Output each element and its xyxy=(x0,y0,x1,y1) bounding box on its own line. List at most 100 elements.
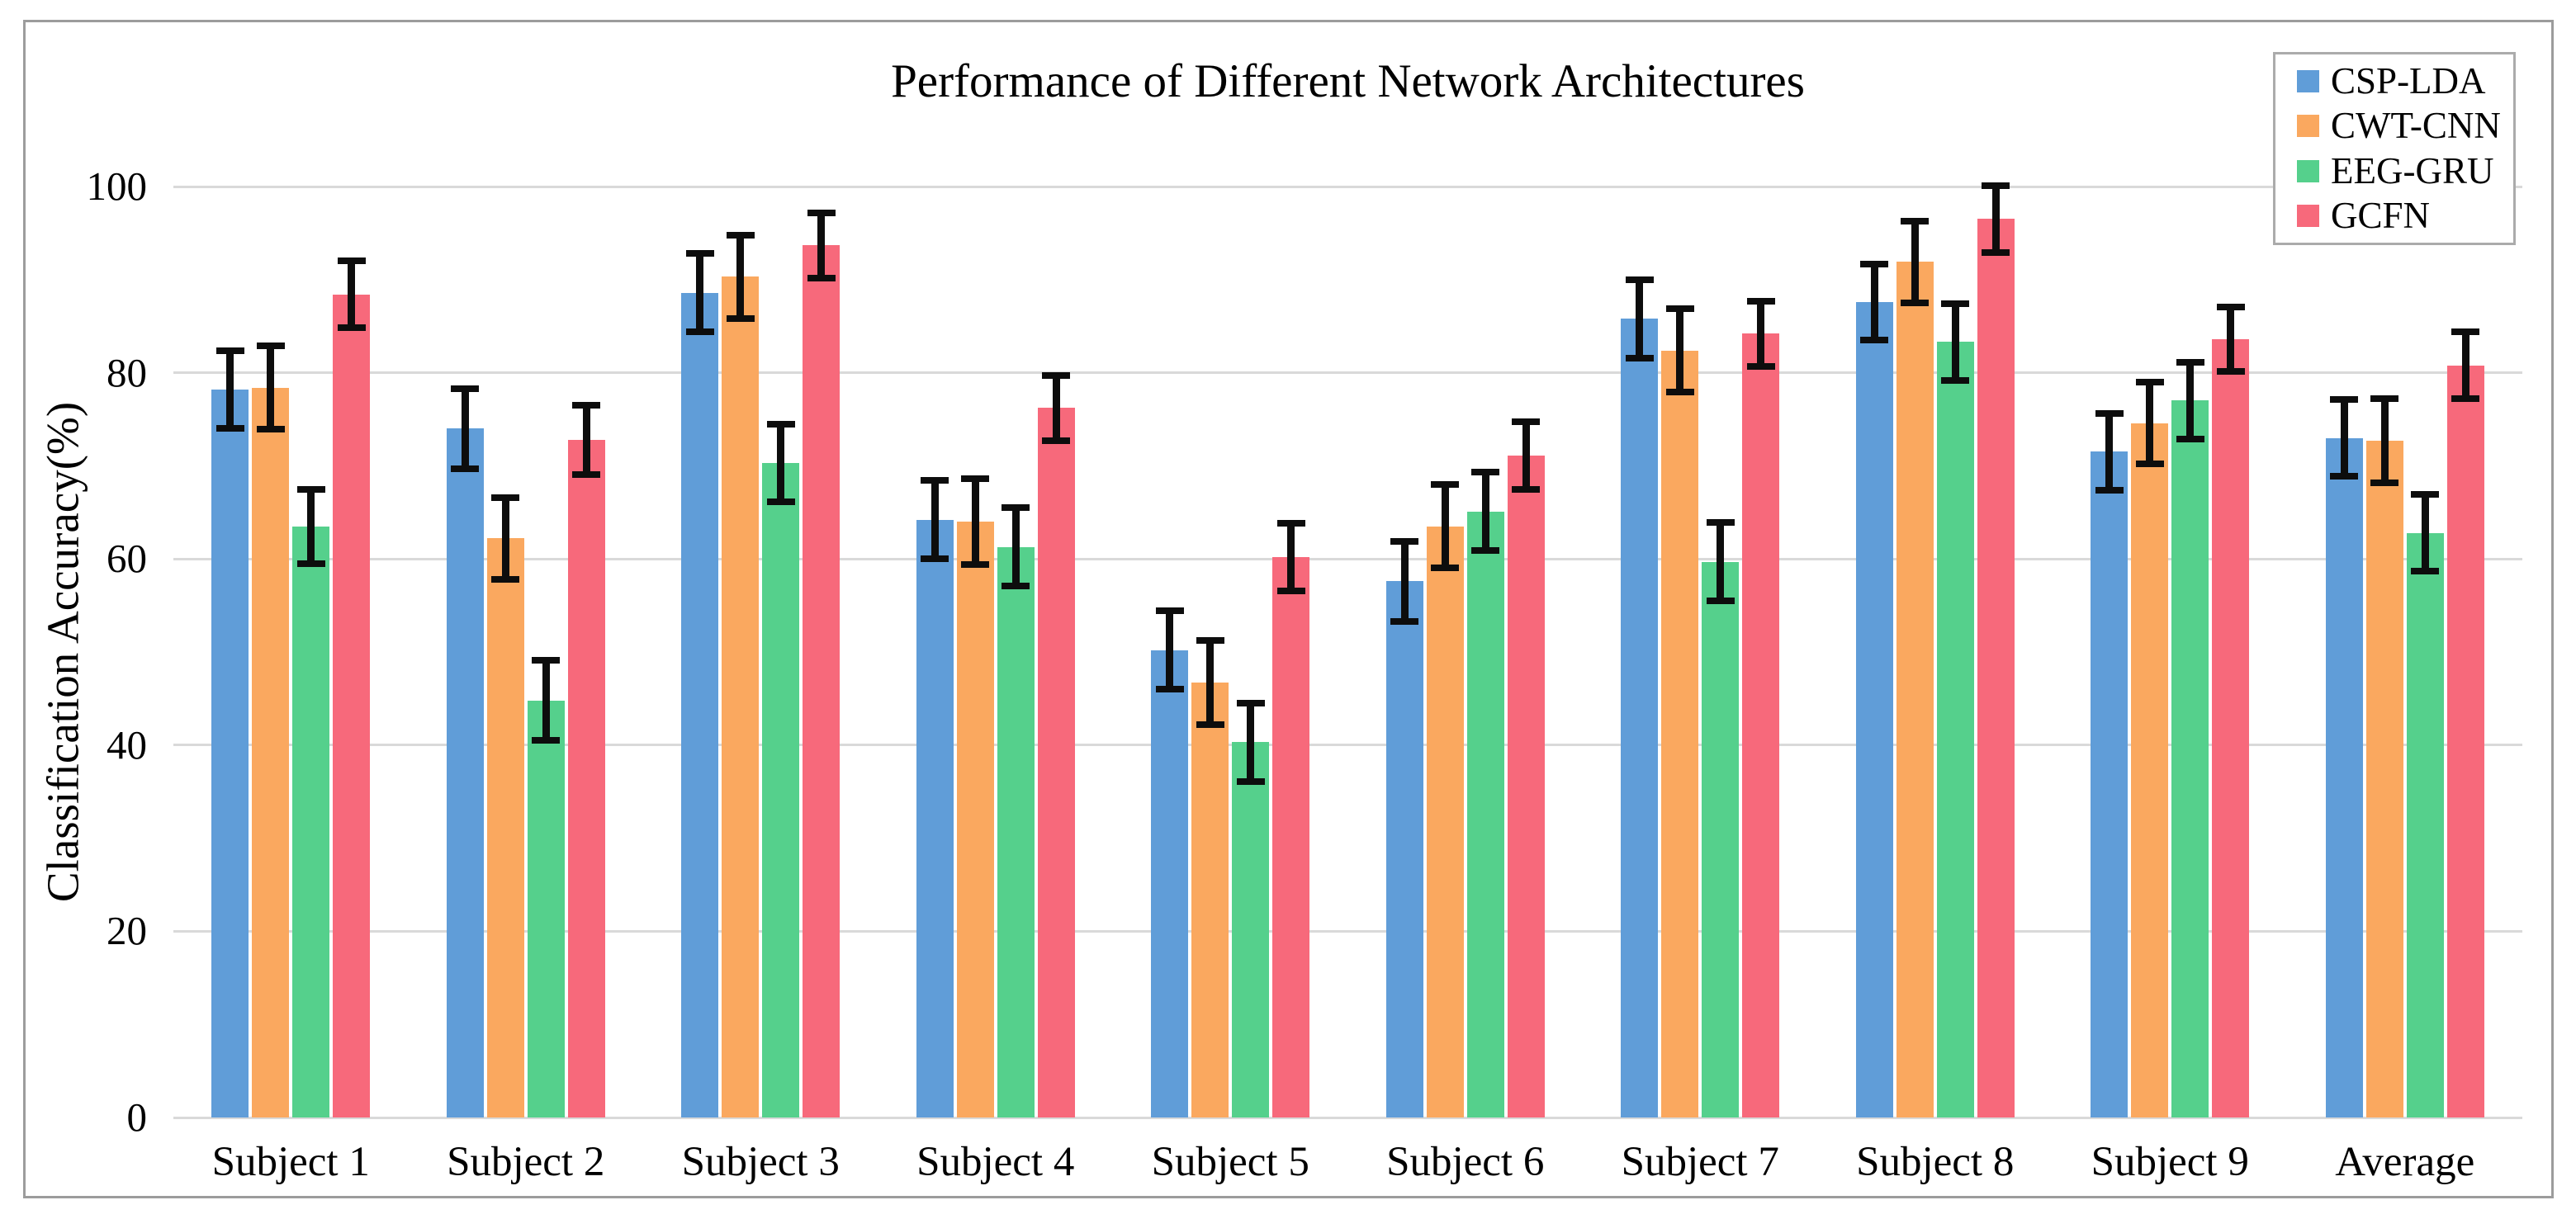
error-bar-cap xyxy=(1236,777,1265,785)
error-bar-cap xyxy=(1746,362,1775,370)
bar-gcfn-5 xyxy=(1272,556,1310,1117)
bar-cwt-cnn-8 xyxy=(1896,262,1934,1117)
error-bar-line xyxy=(501,497,509,579)
x-tick-label: Subject 7 xyxy=(1621,1139,1779,1185)
error-bar-cap xyxy=(2135,378,2164,385)
error-bar-line xyxy=(1400,541,1409,621)
error-bar-cap xyxy=(2176,359,2204,366)
bar-gcfn-3 xyxy=(803,245,841,1117)
error-bar-cap xyxy=(337,258,366,265)
error-bar-line xyxy=(1166,611,1174,690)
gridline xyxy=(173,744,2522,747)
gridline xyxy=(173,1116,2522,1119)
error-bar-line xyxy=(348,261,356,328)
bar-csp-lda-8 xyxy=(1855,301,1893,1117)
error-bar-cap xyxy=(1982,249,2010,257)
error-bar-cap xyxy=(807,274,836,281)
legend-swatch-icon xyxy=(2297,159,2319,182)
error-bar-line xyxy=(307,489,315,564)
legend-item: EEG-GRU xyxy=(2297,152,2513,190)
error-bar-line xyxy=(542,660,550,741)
bar-gcfn-2 xyxy=(567,439,605,1117)
y-axis-title: Classification Accuracy(%) xyxy=(37,401,88,903)
error-bar-cap xyxy=(1042,371,1071,379)
plot-area xyxy=(173,182,2522,1119)
error-bar-cap xyxy=(1276,587,1305,594)
error-bar-cap xyxy=(2411,491,2440,498)
chart-title: Performance of Different Network Archite… xyxy=(891,55,1805,107)
error-bar-line xyxy=(267,345,275,430)
error-bar-line xyxy=(971,479,979,565)
error-bar-cap xyxy=(1431,565,1460,572)
error-bar-line xyxy=(1676,308,1684,393)
error-bar-cap xyxy=(1431,480,1460,488)
error-bar-cap xyxy=(961,475,990,483)
x-tick-label: Subject 1 xyxy=(211,1139,370,1185)
error-bar-cap xyxy=(1471,469,1500,476)
bar-cwt-cnn-9 xyxy=(2131,423,2169,1117)
error-bar-cap xyxy=(1665,389,1694,396)
error-bar-cap xyxy=(1002,504,1030,512)
error-bar-cap xyxy=(256,342,285,349)
bar-eeg-gru-7 xyxy=(1702,561,1740,1117)
error-bar-cap xyxy=(2411,567,2440,574)
bar-cwt-cnn-2 xyxy=(486,538,524,1117)
bar-cwt-cnn-7 xyxy=(1661,350,1699,1117)
error-bar-line xyxy=(2380,399,2389,483)
error-bar-cap xyxy=(2330,472,2359,480)
error-bar-cap xyxy=(1706,597,1735,604)
y-tick-label: 40 xyxy=(107,721,147,768)
error-bar-line xyxy=(817,212,826,278)
error-bar-cap xyxy=(921,555,949,563)
error-bar-cap xyxy=(1706,519,1735,527)
error-bar-line xyxy=(930,480,939,560)
figure-border xyxy=(23,20,2554,1198)
bar-cwt-cnn-3 xyxy=(722,276,760,1117)
error-bar-line xyxy=(2186,362,2195,439)
bar-cwt-cnn-1 xyxy=(252,387,290,1117)
error-bar-cap xyxy=(2176,435,2204,442)
error-bar-cap xyxy=(1276,520,1305,527)
y-tick-label: 60 xyxy=(107,536,147,582)
legend-label: GCFN xyxy=(2331,195,2431,237)
error-bar-cap xyxy=(766,420,795,428)
error-bar-cap xyxy=(2451,395,2480,403)
y-tick-label: 20 xyxy=(107,908,147,954)
error-bar-cap xyxy=(1746,297,1775,305)
error-bar-line xyxy=(1206,640,1215,725)
error-bar-cap xyxy=(451,465,480,472)
bar-gcfn-10 xyxy=(2446,365,2484,1117)
legend-label: CSP-LDA xyxy=(2331,59,2486,102)
error-bar-cap xyxy=(532,657,561,664)
error-bar-line xyxy=(226,350,234,429)
error-bar-cap xyxy=(1155,607,1184,615)
bar-csp-lda-7 xyxy=(1621,319,1659,1117)
error-bar-line xyxy=(582,405,590,475)
error-bar-cap xyxy=(1982,182,2010,189)
error-bar-cap xyxy=(2370,395,2399,403)
bar-eeg-gru-4 xyxy=(997,546,1035,1117)
error-bar-line xyxy=(1757,300,1765,366)
x-tick-label: Subject 2 xyxy=(447,1139,605,1185)
bar-csp-lda-10 xyxy=(2325,437,2363,1117)
error-bar-line xyxy=(1636,279,1644,358)
error-bar-cap xyxy=(572,470,601,478)
error-bar-cap xyxy=(726,315,755,323)
error-bar-cap xyxy=(1236,700,1265,707)
error-bar-cap xyxy=(2330,396,2359,404)
bar-gcfn-8 xyxy=(1977,219,2015,1117)
error-bar-cap xyxy=(337,324,366,332)
y-tick-label: 80 xyxy=(107,349,147,395)
error-bar-cap xyxy=(215,425,244,432)
error-bar-cap xyxy=(1665,305,1694,312)
error-bar-cap xyxy=(921,477,949,484)
error-bar-cap xyxy=(532,737,561,744)
error-bar-line xyxy=(1870,263,1878,341)
bar-csp-lda-2 xyxy=(446,428,484,1117)
legend-swatch-icon xyxy=(2297,69,2319,92)
bar-csp-lda-3 xyxy=(681,292,719,1117)
error-bar-cap xyxy=(1042,437,1071,444)
bar-csp-lda-4 xyxy=(916,519,954,1117)
error-bar-line xyxy=(736,234,745,319)
